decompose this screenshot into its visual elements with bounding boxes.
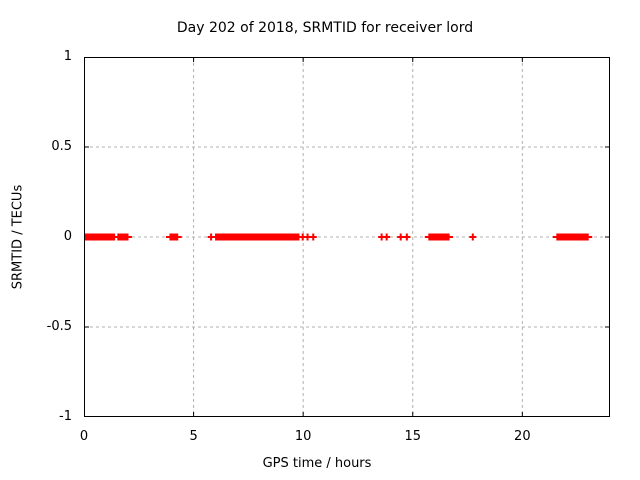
plot-area xyxy=(84,57,610,417)
y-tick-label: 1 xyxy=(63,49,72,64)
data-point-plus xyxy=(397,233,405,241)
data-point-plus xyxy=(403,233,411,241)
data-cluster xyxy=(428,233,450,241)
data-point-plus xyxy=(469,233,477,241)
y-tick-label: -0.5 xyxy=(46,319,72,334)
data-point-plus xyxy=(207,233,215,241)
x-tick-label: 15 xyxy=(404,429,422,444)
x-axis-label: GPS time / hours xyxy=(262,456,372,471)
y-tick-label: -1 xyxy=(59,409,72,424)
x-tick-label: 10 xyxy=(294,429,312,444)
data-cluster xyxy=(556,233,589,241)
data-cluster xyxy=(215,233,300,241)
chart-title: Day 202 of 2018, SRMTID for receiver lor… xyxy=(176,20,474,36)
x-tick-label: 0 xyxy=(79,429,89,444)
data-point-plus xyxy=(383,233,391,241)
data-cluster xyxy=(84,233,116,241)
y-tick-label: 0.5 xyxy=(51,139,72,154)
x-tick-label: 20 xyxy=(514,429,531,444)
y-tick-label: 0 xyxy=(63,229,72,244)
data-cluster xyxy=(169,233,179,241)
x-tick-label: 5 xyxy=(189,429,198,444)
plot-border xyxy=(84,57,610,417)
data-cluster xyxy=(117,233,129,241)
data-point-plus xyxy=(309,233,317,241)
